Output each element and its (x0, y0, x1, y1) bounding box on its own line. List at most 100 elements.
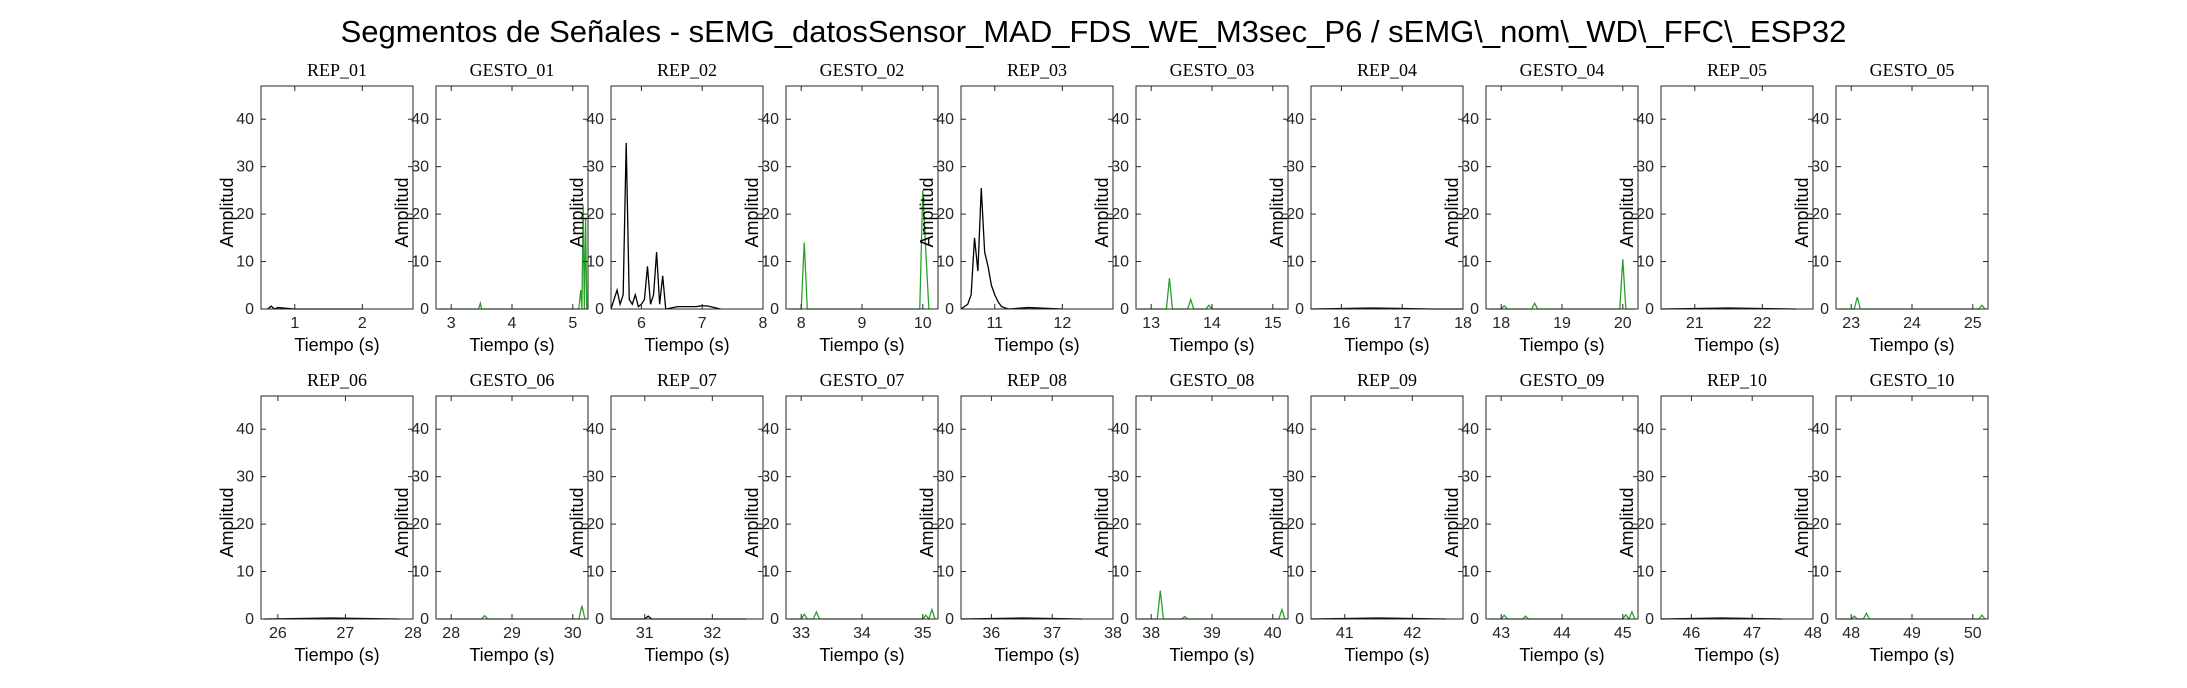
subplot-title: GESTO_06 (470, 370, 555, 390)
subplot-title: REP_04 (1357, 60, 1417, 80)
y-tick-label: 10 (1811, 564, 1829, 581)
y-tick-label: 40 (761, 421, 779, 438)
y-tick-label: 10 (1286, 564, 1304, 581)
x-axis-label: Tiempo (s) (1519, 645, 1604, 665)
y-axis-label: Amplitud (917, 177, 937, 247)
x-tick-label: 8 (797, 315, 806, 332)
signal-line (789, 607, 936, 621)
x-tick-label: 6 (637, 315, 646, 332)
subplot-rep-05: REP_05 0 10 20 30 40 21 22 Tiempo (s) Amplitud (1617, 60, 1814, 355)
y-tick-label: 10 (586, 564, 604, 581)
y-tick-label: 20 (936, 206, 954, 223)
x-tick-label: 26 (269, 625, 287, 642)
y-tick-label: 0 (1820, 301, 1829, 318)
x-tick-label: 4 (508, 315, 517, 332)
subplot-rep-04: REP_04 0 10 20 30 40 16 17 18 Tiempo (s) Amplitud (1267, 60, 1472, 355)
x-tick-label: 31 (636, 625, 654, 642)
y-tick-label: 20 (236, 206, 254, 223)
subplot-title: GESTO_02 (820, 60, 905, 80)
x-tick-label: 13 (1142, 315, 1160, 332)
x-tick-label: 48 (1842, 625, 1860, 642)
subplot-title: GESTO_04 (1520, 60, 1605, 80)
y-tick-label: 20 (411, 206, 429, 223)
axes-box (260, 395, 414, 620)
y-tick-label: 0 (245, 611, 254, 628)
figure-title: Segmentos de Señales - sEMG_datosSensor_… (341, 14, 1847, 49)
y-tick-label: 30 (1811, 159, 1829, 176)
y-tick-label: 10 (936, 254, 954, 271)
x-axis-label: Tiempo (s) (1344, 645, 1429, 665)
y-tick-label: 20 (1811, 206, 1829, 223)
y-axis-label: Amplitud (392, 487, 412, 557)
x-axis-label: Tiempo (s) (1869, 645, 1954, 665)
signal-line (1139, 590, 1286, 620)
y-tick-label: 10 (1461, 564, 1479, 581)
y-tick-label: 30 (411, 469, 429, 486)
y-tick-label: 20 (1111, 206, 1129, 223)
axes-box (610, 395, 764, 620)
y-axis-label: Amplitud (567, 177, 587, 247)
subplot-gesto-01: GESTO_01 0 10 20 30 40 3 4 5 Tiempo (s) Amplitud (392, 60, 589, 355)
y-tick-label: 40 (1636, 421, 1654, 438)
y-tick-label: 10 (1636, 254, 1654, 271)
y-tick-label: 30 (1461, 159, 1479, 176)
y-tick-label: 0 (770, 301, 779, 318)
y-tick-label: 30 (1636, 469, 1654, 486)
y-tick-label: 20 (1111, 516, 1129, 533)
y-axis-label: Amplitud (742, 177, 762, 247)
axes-box (1660, 85, 1814, 310)
subplot-title: REP_03 (1007, 60, 1067, 80)
y-tick-label: 0 (1645, 611, 1654, 628)
x-axis-label: Tiempo (s) (1169, 335, 1254, 355)
subplot-gesto-02: GESTO_02 0 10 20 30 40 8 9 10 Tiempo (s) Amplitud (742, 60, 939, 355)
y-tick-label: 0 (595, 611, 604, 628)
y-tick-label: 10 (761, 254, 779, 271)
axes-box (610, 85, 764, 310)
signal-line (1489, 259, 1635, 310)
y-tick-label: 20 (411, 516, 429, 533)
x-tick-label: 14 (1203, 315, 1221, 332)
y-tick-label: 30 (936, 469, 954, 486)
subplot-rep-03: REP_03 0 10 20 30 40 11 12 Tiempo (s) Amplitud (917, 60, 1114, 355)
y-tick-label: 30 (1461, 469, 1479, 486)
x-tick-label: 38 (1104, 625, 1122, 642)
x-tick-label: 12 (1053, 315, 1071, 332)
y-tick-label: 40 (1286, 421, 1304, 438)
y-tick-label: 10 (236, 254, 254, 271)
subplot-title: REP_09 (1357, 370, 1417, 390)
subplot-title: GESTO_09 (1520, 370, 1605, 390)
x-tick-label: 9 (858, 315, 867, 332)
y-tick-label: 30 (586, 159, 604, 176)
y-axis-label: Amplitud (1792, 487, 1812, 557)
y-axis-label: Amplitud (1792, 177, 1812, 247)
y-tick-label: 30 (1286, 159, 1304, 176)
y-tick-label: 10 (1111, 254, 1129, 271)
x-axis-label: Tiempo (s) (469, 645, 554, 665)
y-tick-label: 40 (411, 421, 429, 438)
x-tick-label: 38 (1142, 625, 1160, 642)
y-tick-label: 40 (761, 111, 779, 128)
x-axis-label: Tiempo (s) (819, 645, 904, 665)
y-tick-label: 10 (411, 564, 429, 581)
y-tick-label: 10 (1111, 564, 1129, 581)
x-tick-label: 36 (983, 625, 1001, 642)
y-axis-label: Amplitud (1092, 177, 1112, 247)
y-axis-label: Amplitud (1267, 487, 1287, 557)
signal-line (439, 204, 588, 310)
y-tick-label: 30 (411, 159, 429, 176)
y-axis-label: Amplitud (917, 487, 937, 557)
x-axis-label: Tiempo (s) (1519, 335, 1604, 355)
signal-line (610, 142, 721, 310)
y-tick-label: 30 (586, 469, 604, 486)
subplot-title: REP_08 (1007, 370, 1067, 390)
x-tick-label: 21 (1686, 315, 1704, 332)
x-tick-label: 28 (442, 625, 460, 642)
y-tick-label: 20 (1636, 516, 1654, 533)
subplot-title: GESTO_08 (1170, 370, 1255, 390)
y-tick-label: 30 (236, 159, 254, 176)
x-tick-label: 18 (1454, 315, 1472, 332)
axes-box (960, 85, 1114, 310)
